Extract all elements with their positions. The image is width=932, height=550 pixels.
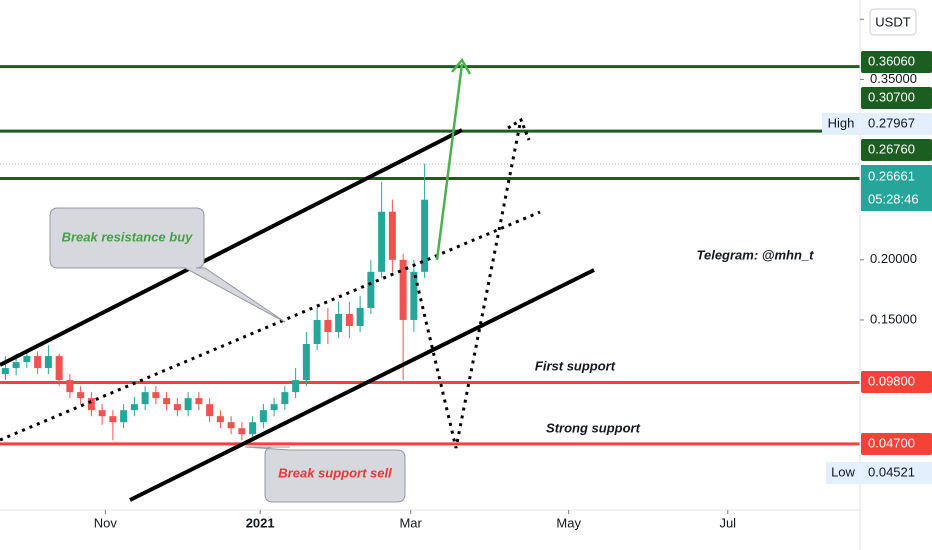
candle-body [292, 380, 300, 393]
candle-body [130, 404, 138, 411]
high-badge [861, 113, 932, 135]
y-tick-label: 0.20000 [870, 251, 917, 266]
candle-body [388, 211, 396, 260]
channel-lower [129, 268, 595, 502]
low-name: Low [831, 464, 855, 479]
candle-body [421, 199, 429, 272]
y-tick-label: 0.15000 [870, 311, 917, 326]
path-projection [413, 123, 522, 449]
level-badge [861, 139, 932, 161]
level-badge [861, 433, 932, 455]
x-tick-label: Mar [399, 515, 422, 530]
low-name-box [826, 462, 860, 484]
high-name: High [828, 115, 855, 130]
candle-body [109, 416, 117, 423]
candle-body [173, 404, 181, 411]
candle-body [281, 392, 289, 405]
note-strong: Strong support [546, 420, 641, 435]
candle-body [44, 356, 52, 369]
candle-body [356, 307, 364, 326]
currency: USDT [875, 14, 910, 29]
candle-body [410, 271, 418, 320]
note-buy: Break resistance buy [62, 229, 194, 244]
candle-body [249, 422, 257, 435]
candle-body [12, 362, 20, 369]
candle-body [216, 416, 224, 423]
candle-body [163, 398, 171, 405]
candle-body [120, 410, 128, 423]
candle-body [77, 392, 85, 399]
level-badge [861, 371, 932, 393]
level-badge-label: 0.26760 [868, 141, 915, 156]
currency-box [869, 8, 917, 36]
price-countdown: 05:28:46 [868, 191, 919, 206]
note-telegram: Telegram: @mhn_t [697, 247, 815, 262]
candle-body [195, 398, 203, 405]
low-label: 0.04521 [868, 464, 915, 479]
level-badge [861, 51, 932, 73]
level-badge-label: 0.04700 [868, 435, 915, 450]
plot [0, 65, 860, 446]
high-name-box [822, 113, 860, 135]
projection-head [507, 117, 531, 141]
candle-body [313, 319, 321, 345]
candle-body [227, 422, 235, 429]
x-tick-label: Jul [719, 515, 736, 530]
level-badge [861, 87, 932, 109]
candle-body [141, 392, 149, 405]
candle-body [55, 356, 63, 381]
callout-sell [244, 446, 406, 503]
candle-body [206, 404, 214, 417]
channel-middle [0, 210, 541, 442]
price-label: 0.26661 [868, 168, 915, 183]
candle-body [98, 410, 106, 417]
candle-body [23, 356, 31, 363]
low-badge [861, 462, 932, 484]
level-badge-label: 0.36060 [868, 53, 915, 68]
candle-body [399, 259, 407, 320]
candle-body [378, 211, 386, 272]
price-badge [861, 165, 932, 211]
y-tick-label: 0.35000 [870, 71, 917, 86]
candle-body [66, 380, 74, 393]
high-label: 0.27967 [868, 115, 915, 130]
candle-body [34, 356, 42, 369]
arrow-head [451, 57, 472, 75]
candle-body [152, 392, 160, 399]
x-tick-label: May [556, 515, 581, 530]
candle-body [259, 410, 267, 423]
candle-body [238, 428, 246, 435]
candle-body [324, 319, 332, 332]
candle-body [335, 313, 343, 332]
note-first: First support [535, 358, 616, 373]
candle-body [184, 398, 192, 411]
x-tick-label: 2021 [246, 515, 275, 530]
level-badge-label: 0.09800 [868, 373, 915, 388]
candle-body [345, 313, 353, 326]
candle-body [87, 398, 95, 411]
candle-body [367, 271, 375, 308]
candle-body [1, 368, 9, 375]
note-sell: Break support sell [278, 465, 392, 480]
callout-buy [49, 207, 286, 323]
level-badge-label: 0.30700 [868, 89, 915, 104]
arrow-up [435, 63, 464, 261]
candle-body [302, 344, 310, 381]
x-tick-label: Nov [94, 515, 118, 530]
candle-body [270, 404, 278, 411]
axes: 0.400000.350000.200000.15000Nov2021MarMa… [94, 11, 932, 530]
channel-upper [0, 128, 463, 367]
